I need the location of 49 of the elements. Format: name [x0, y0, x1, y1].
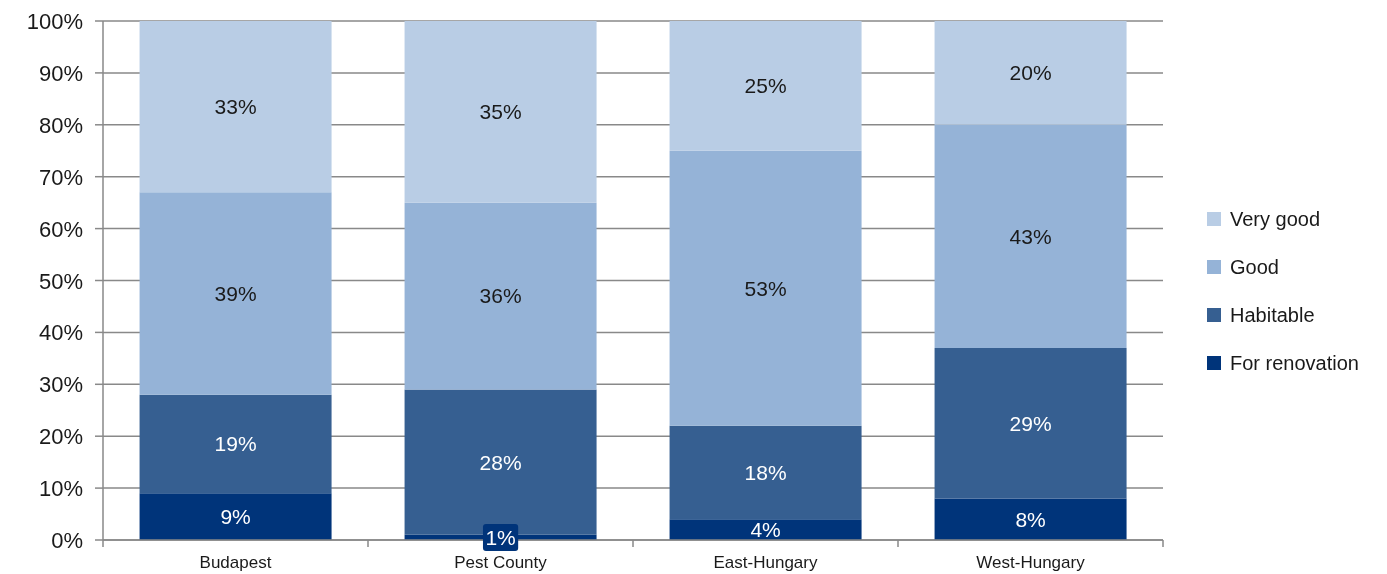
bar — [669, 21, 862, 151]
y-tick-label: 20% — [38, 424, 83, 450]
data-label: 19% — [214, 432, 257, 456]
bar — [669, 519, 862, 540]
bar — [669, 425, 862, 520]
bar — [669, 150, 862, 426]
x-tick-label: Pest County — [454, 553, 548, 572]
y-tick-label: 90% — [38, 60, 83, 86]
legend-label: Very good — [1230, 208, 1321, 230]
data-label: 28% — [479, 450, 522, 474]
bar — [934, 498, 1127, 540]
bar — [139, 192, 332, 395]
data-label: 36% — [479, 284, 522, 308]
y-tick-label: 60% — [38, 216, 83, 242]
data-label: 35% — [479, 100, 522, 124]
x-tick-label: East-Hungary — [713, 553, 818, 572]
x-tick-label: West-Hungary — [976, 553, 1086, 572]
data-label: 39% — [214, 281, 257, 305]
bar — [139, 493, 332, 540]
y-tick-label: 10% — [38, 476, 83, 502]
data-label: 18% — [744, 460, 787, 484]
data-label: 4% — [750, 517, 781, 541]
x-tick-label: Budapest — [199, 553, 272, 572]
data-label: 25% — [744, 74, 787, 98]
data-label: 1% — [485, 525, 516, 549]
bar — [404, 21, 597, 203]
y-tick-label: 50% — [38, 268, 83, 294]
legend-label: Good — [1230, 256, 1279, 278]
bar — [934, 124, 1127, 348]
y-tick-label: 40% — [38, 320, 83, 346]
bar — [934, 347, 1127, 499]
y-tick-label: 80% — [38, 112, 83, 138]
data-label: 20% — [1009, 61, 1052, 85]
data-label: 33% — [214, 94, 257, 118]
data-label: 29% — [1009, 411, 1052, 435]
y-tick-label: 70% — [38, 164, 83, 190]
y-tick-label: 0% — [51, 528, 83, 553]
legend-label: Habitable — [1230, 304, 1315, 326]
bar — [139, 394, 332, 494]
data-label: 8% — [1015, 507, 1046, 531]
data-label: 43% — [1009, 224, 1052, 248]
bar — [934, 21, 1127, 125]
data-label: 9% — [220, 504, 251, 528]
data-label: 53% — [744, 276, 787, 300]
bar — [404, 202, 597, 390]
y-tick-label: 100% — [26, 9, 83, 34]
bar — [139, 21, 332, 193]
y-tick-label: 30% — [38, 372, 83, 398]
legend-label: For renovation — [1230, 352, 1359, 374]
